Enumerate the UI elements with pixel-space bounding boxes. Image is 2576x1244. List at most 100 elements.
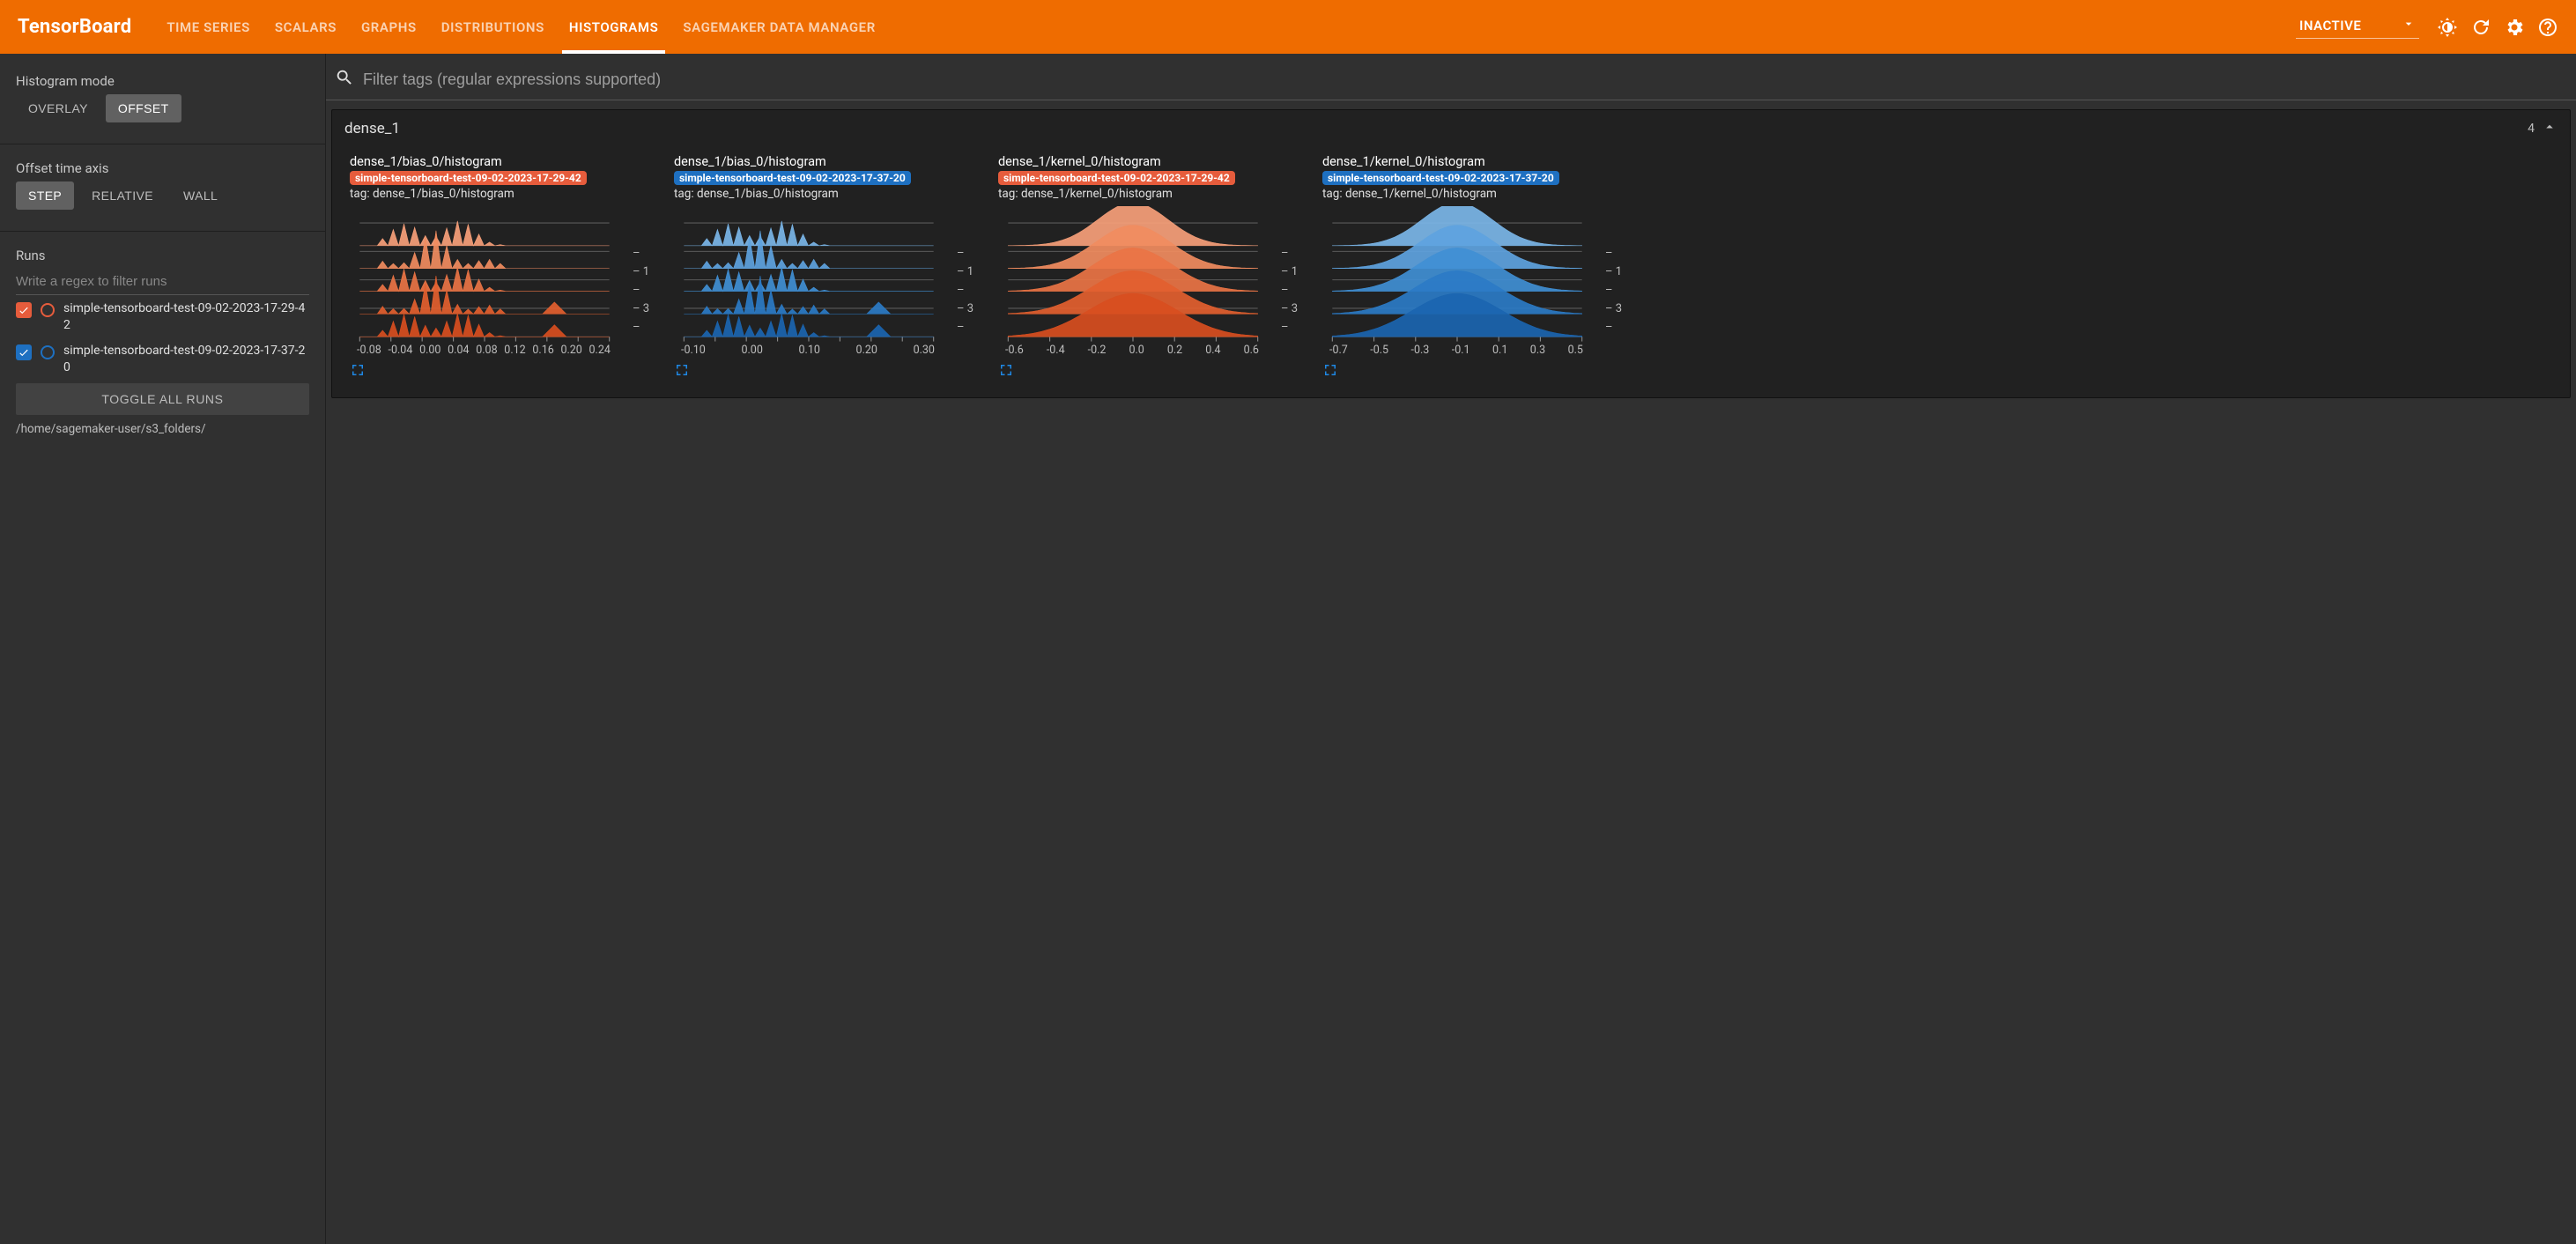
tag-group: dense_1 4 dense_1/bias_0/histogram simpl… bbox=[331, 109, 2571, 398]
tag-filter-input[interactable] bbox=[363, 70, 2567, 89]
run-chip: simple-tensorboard-test-09-02-2023-17-29… bbox=[998, 171, 1235, 185]
histogram-chart: – – 1 – – 3 – bbox=[1322, 206, 1622, 365]
card-tag: tag: dense_1/kernel_0/histogram bbox=[998, 187, 1298, 201]
histogram-chart: –– 1–– 3– bbox=[674, 206, 973, 365]
histogram-chart: – – 1 – – 3 – bbox=[998, 206, 1298, 365]
status-dropdown[interactable]: INACTIVE bbox=[2296, 15, 2419, 39]
tab-graphs[interactable]: GRAPHS bbox=[361, 0, 417, 54]
y-tick-label: – 3 bbox=[957, 303, 973, 315]
fullscreen-icon[interactable] bbox=[1322, 365, 1338, 381]
run-item: simple-tensorboard-test-09-02-2023-17-37… bbox=[16, 343, 309, 376]
y-tick-label: – 3 bbox=[1281, 303, 1298, 315]
histogram-card: dense_1/kernel_0/histogram simple-tensor… bbox=[1322, 154, 1622, 381]
runs-filter-input[interactable] bbox=[16, 269, 309, 295]
toggle-all-runs-button[interactable]: TOGGLE ALL RUNS bbox=[16, 383, 309, 415]
run-name: simple-tensorboard-test-09-02-2023-17-29… bbox=[63, 300, 309, 334]
y-tick-label: – 3 bbox=[633, 303, 649, 315]
histogram-card: dense_1/kernel_0/histogram simple-tensor… bbox=[998, 154, 1298, 381]
y-axis-labels: –– 1–– 3– bbox=[957, 206, 973, 365]
offset-axis-label: Offset time axis bbox=[16, 160, 309, 176]
card-title: dense_1/bias_0/histogram bbox=[350, 154, 649, 169]
gear-icon[interactable] bbox=[2504, 17, 2525, 38]
run-checkbox[interactable] bbox=[16, 302, 32, 318]
tag-group-meta: 4 bbox=[2528, 119, 2557, 138]
tag-group-title: dense_1 bbox=[344, 120, 400, 137]
y-tick-label: – bbox=[633, 248, 649, 259]
y-tick-label: – bbox=[1281, 248, 1298, 259]
tab-time-series[interactable]: TIME SERIES bbox=[167, 0, 250, 54]
fullscreen-icon[interactable] bbox=[998, 365, 1014, 381]
card-tag: tag: dense_1/bias_0/histogram bbox=[350, 187, 649, 201]
y-tick-label: – bbox=[1605, 322, 1622, 333]
topbar: TensorBoard TIME SERIES SCALARS GRAPHS D… bbox=[0, 0, 2576, 54]
sidebar: Histogram mode OVERLAY OFFSET Offset tim… bbox=[0, 54, 326, 1244]
run-checkbox[interactable] bbox=[16, 344, 32, 360]
offset-axis-buttons: STEP RELATIVE WALL bbox=[16, 181, 309, 210]
main: Histogram mode OVERLAY OFFSET Offset tim… bbox=[0, 54, 2576, 1244]
status-label: INACTIVE bbox=[2299, 18, 2361, 33]
logdir-path: /home/sagemaker-user/s3_folders/ bbox=[16, 422, 309, 436]
tab-histograms[interactable]: HISTOGRAMS bbox=[569, 0, 659, 54]
card-tag: tag: dense_1/bias_0/histogram bbox=[674, 187, 973, 201]
wall-button[interactable]: WALL bbox=[171, 181, 230, 210]
run-chip: simple-tensorboard-test-09-02-2023-17-29… bbox=[350, 171, 587, 185]
run-name: simple-tensorboard-test-09-02-2023-17-37… bbox=[63, 343, 309, 376]
y-tick-label: – bbox=[633, 322, 649, 333]
refresh-icon[interactable] bbox=[2470, 17, 2491, 38]
y-tick-label: – bbox=[633, 285, 649, 296]
content: dense_1 4 dense_1/bias_0/histogram simpl… bbox=[326, 54, 2576, 1244]
offset-button[interactable]: OFFSET bbox=[106, 94, 181, 122]
card-tag: tag: dense_1/kernel_0/histogram bbox=[1322, 187, 1622, 201]
y-tick-label: – bbox=[1281, 285, 1298, 296]
tab-scalars[interactable]: SCALARS bbox=[275, 0, 337, 54]
brightness-icon[interactable] bbox=[2437, 17, 2458, 38]
y-tick-label: – bbox=[1605, 248, 1622, 259]
run-chip: simple-tensorboard-test-09-02-2023-17-37… bbox=[674, 171, 911, 185]
card-title: dense_1/kernel_0/histogram bbox=[1322, 154, 1622, 169]
y-axis-labels: –– 1–– 3– bbox=[633, 206, 649, 365]
histogram-chart: –– 1–– 3– bbox=[350, 206, 649, 365]
overlay-button[interactable]: OVERLAY bbox=[16, 94, 100, 122]
y-tick-label: – bbox=[1281, 322, 1298, 333]
run-color-swatch bbox=[41, 303, 55, 317]
run-chip: simple-tensorboard-test-09-02-2023-17-37… bbox=[1322, 171, 1559, 185]
chevron-up-icon bbox=[2542, 119, 2557, 138]
tab-distributions[interactable]: DISTRIBUTIONS bbox=[441, 0, 544, 54]
y-tick-label: – 1 bbox=[1605, 266, 1622, 278]
runs-section: Runs simple-tensorboard-test-09-02-2023-… bbox=[16, 248, 309, 436]
y-tick-label: – bbox=[957, 322, 973, 333]
help-icon[interactable] bbox=[2537, 17, 2558, 38]
fullscreen-icon[interactable] bbox=[350, 365, 366, 381]
card-actions bbox=[1322, 362, 1622, 381]
run-color-swatch bbox=[41, 345, 55, 359]
relative-button[interactable]: RELATIVE bbox=[79, 181, 166, 210]
offset-axis-section: Offset time axis STEP RELATIVE WALL bbox=[16, 160, 309, 215]
y-tick-label: – 1 bbox=[1281, 266, 1298, 278]
tag-group-body: dense_1/bias_0/histogram simple-tensorbo… bbox=[332, 147, 2570, 397]
card-title: dense_1/kernel_0/histogram bbox=[998, 154, 1298, 169]
y-tick-label: – 3 bbox=[1605, 303, 1622, 315]
y-axis-labels: – – 1 – – 3 – bbox=[1605, 206, 1622, 365]
tag-filter-row bbox=[326, 54, 2576, 100]
card-header: dense_1/bias_0/histogram simple-tensorbo… bbox=[350, 154, 649, 201]
card-title: dense_1/bias_0/histogram bbox=[674, 154, 973, 169]
histogram-card: dense_1/bias_0/histogram simple-tensorbo… bbox=[350, 154, 649, 381]
divider bbox=[0, 231, 325, 232]
card-actions bbox=[998, 362, 1298, 381]
brand-logo: TensorBoard bbox=[18, 16, 131, 38]
y-tick-label: – bbox=[957, 248, 973, 259]
tag-group-header[interactable]: dense_1 4 bbox=[332, 110, 2570, 147]
search-icon bbox=[335, 68, 354, 91]
histogram-card: dense_1/bias_0/histogram simple-tensorbo… bbox=[674, 154, 973, 381]
card-header: dense_1/kernel_0/histogram simple-tensor… bbox=[998, 154, 1298, 201]
histogram-mode-section: Histogram mode OVERLAY OFFSET bbox=[16, 73, 309, 128]
run-item: simple-tensorboard-test-09-02-2023-17-29… bbox=[16, 300, 309, 334]
runs-list: simple-tensorboard-test-09-02-2023-17-29… bbox=[16, 300, 309, 376]
card-actions bbox=[674, 362, 973, 381]
y-tick-label: – bbox=[957, 285, 973, 296]
y-tick-label: – bbox=[1605, 285, 1622, 296]
nav-tabs: TIME SERIES SCALARS GRAPHS DISTRIBUTIONS… bbox=[167, 0, 876, 54]
tab-sagemaker-data-manager[interactable]: SAGEMAKER DATA MANAGER bbox=[683, 0, 876, 54]
step-button[interactable]: STEP bbox=[16, 181, 74, 210]
fullscreen-icon[interactable] bbox=[674, 365, 690, 381]
